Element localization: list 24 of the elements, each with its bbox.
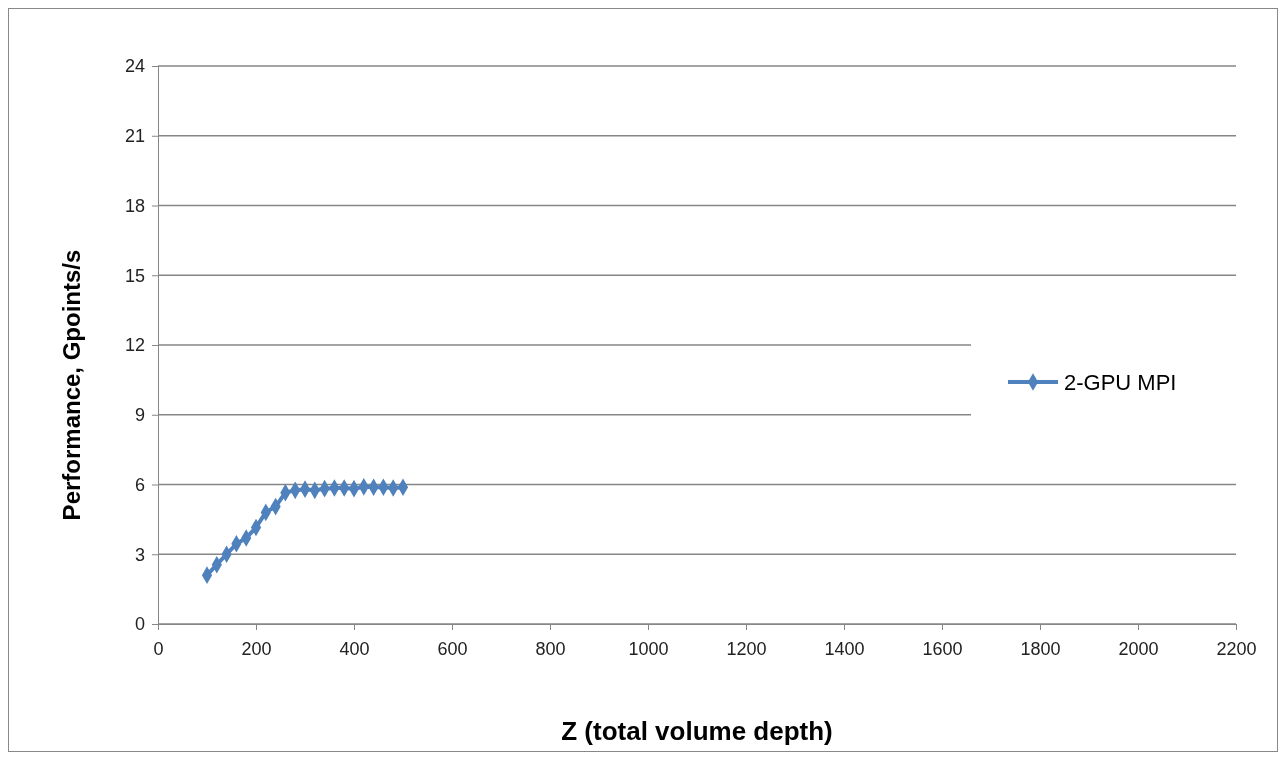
x-axis-title: Z (total volume depth)	[561, 716, 833, 746]
y-tick-label: 12	[124, 335, 145, 356]
x-tick-label: 1200	[726, 638, 767, 659]
x-tick-label: 200	[241, 638, 272, 659]
y-tick-label: 15	[124, 265, 145, 286]
y-tick-label: 3	[134, 544, 145, 565]
y-axis-title: Performance, Gpoints/s	[58, 249, 85, 521]
y-tick-label: 6	[134, 474, 145, 495]
y-tick-label: 24	[124, 56, 145, 77]
x-tick-label: 400	[339, 638, 370, 659]
x-tick-label: 2000	[1118, 638, 1159, 659]
x-tick-label: 600	[437, 638, 468, 659]
x-tick-label: 1400	[824, 638, 865, 659]
y-tick-label: 9	[134, 405, 145, 426]
y-tick-label: 18	[124, 195, 145, 216]
x-tick-label: 1800	[1020, 638, 1061, 659]
y-tick-label: 0	[134, 614, 145, 635]
x-tick-label: 800	[535, 638, 566, 659]
x-tick-label: 0	[153, 638, 164, 659]
x-tick-label: 2200	[1216, 638, 1257, 659]
x-tick-label: 1600	[922, 638, 963, 659]
x-tick-label: 1000	[628, 638, 669, 659]
y-tick-label: 21	[124, 126, 145, 147]
legend-label: 2-GPU MPI	[1064, 370, 1177, 395]
